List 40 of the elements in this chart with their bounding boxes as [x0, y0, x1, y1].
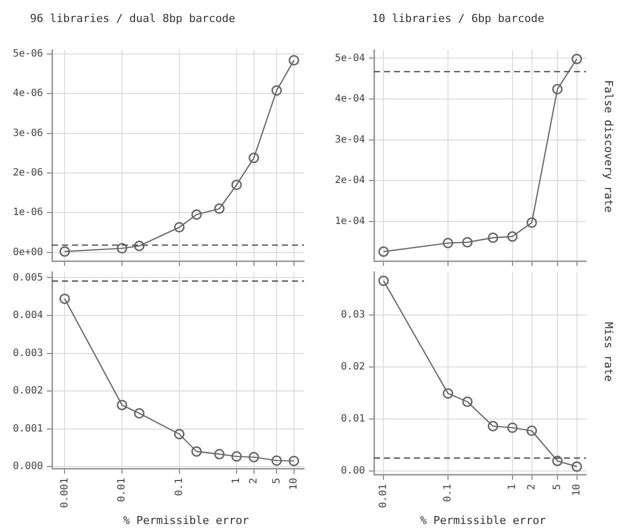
y-tick-label: 3e-04 — [334, 134, 365, 146]
y-tick-label: 0.002 — [12, 386, 43, 397]
y-tick-label: 0.01 — [340, 413, 365, 424]
y-tick-label: 0.000 — [12, 461, 43, 472]
y-tick-label: 2e-06 — [12, 168, 43, 179]
x-tick-label: 5 — [552, 484, 563, 490]
x-tick-label: 1 — [506, 484, 518, 490]
y-tick-label: 5e-06 — [12, 48, 43, 60]
x-tick-label: 10 — [288, 478, 300, 490]
x-axis-title: % Permissible error — [122, 514, 250, 527]
x-tick-label: 1 — [231, 478, 242, 484]
x-axis-title: % Permissible error — [419, 514, 547, 527]
y-axis-title: Miss rate — [602, 322, 615, 382]
y-tick-label: 0.003 — [12, 348, 43, 359]
y-tick-label: 0.03 — [340, 310, 365, 321]
x-tick-label: 2 — [526, 484, 538, 490]
chart-title: 96 libraries / dual 8bp barcode — [30, 12, 236, 25]
x-tick-label: 0.01 — [378, 484, 390, 508]
y-tick-label: 0.02 — [340, 362, 365, 373]
y-tick-label: 0e+00 — [12, 246, 43, 258]
x-tick-label: 0.001 — [59, 478, 70, 508]
y-tick-label: 0.004 — [12, 310, 43, 322]
x-tick-label: 5 — [271, 478, 282, 484]
y-tick-label: 2e-04 — [334, 175, 365, 186]
y-tick-label: 0.005 — [12, 272, 43, 284]
y-tick-label: 5e-04 — [334, 52, 365, 64]
chart-title: 10 libraries / 6bp barcode — [372, 12, 544, 25]
y-tick-label: 1e-06 — [12, 207, 43, 218]
x-tick-label: 0.1 — [174, 478, 185, 496]
x-tick-label: 0.01 — [116, 478, 128, 502]
y-axis-title: False discovery rate — [602, 80, 615, 212]
y-tick-label: 0.001 — [12, 423, 43, 434]
x-tick-label: 0.1 — [442, 484, 454, 502]
y-tick-label: 4e-04 — [334, 94, 365, 105]
y-tick-label: 0.00 — [340, 465, 365, 476]
y-tick-label: 4e-06 — [12, 88, 43, 100]
y-tick-label: 1e-04 — [334, 216, 365, 228]
x-tick-label: 10 — [571, 484, 582, 496]
y-tick-label: 3e-06 — [12, 128, 43, 139]
x-tick-label: 2 — [248, 478, 260, 484]
